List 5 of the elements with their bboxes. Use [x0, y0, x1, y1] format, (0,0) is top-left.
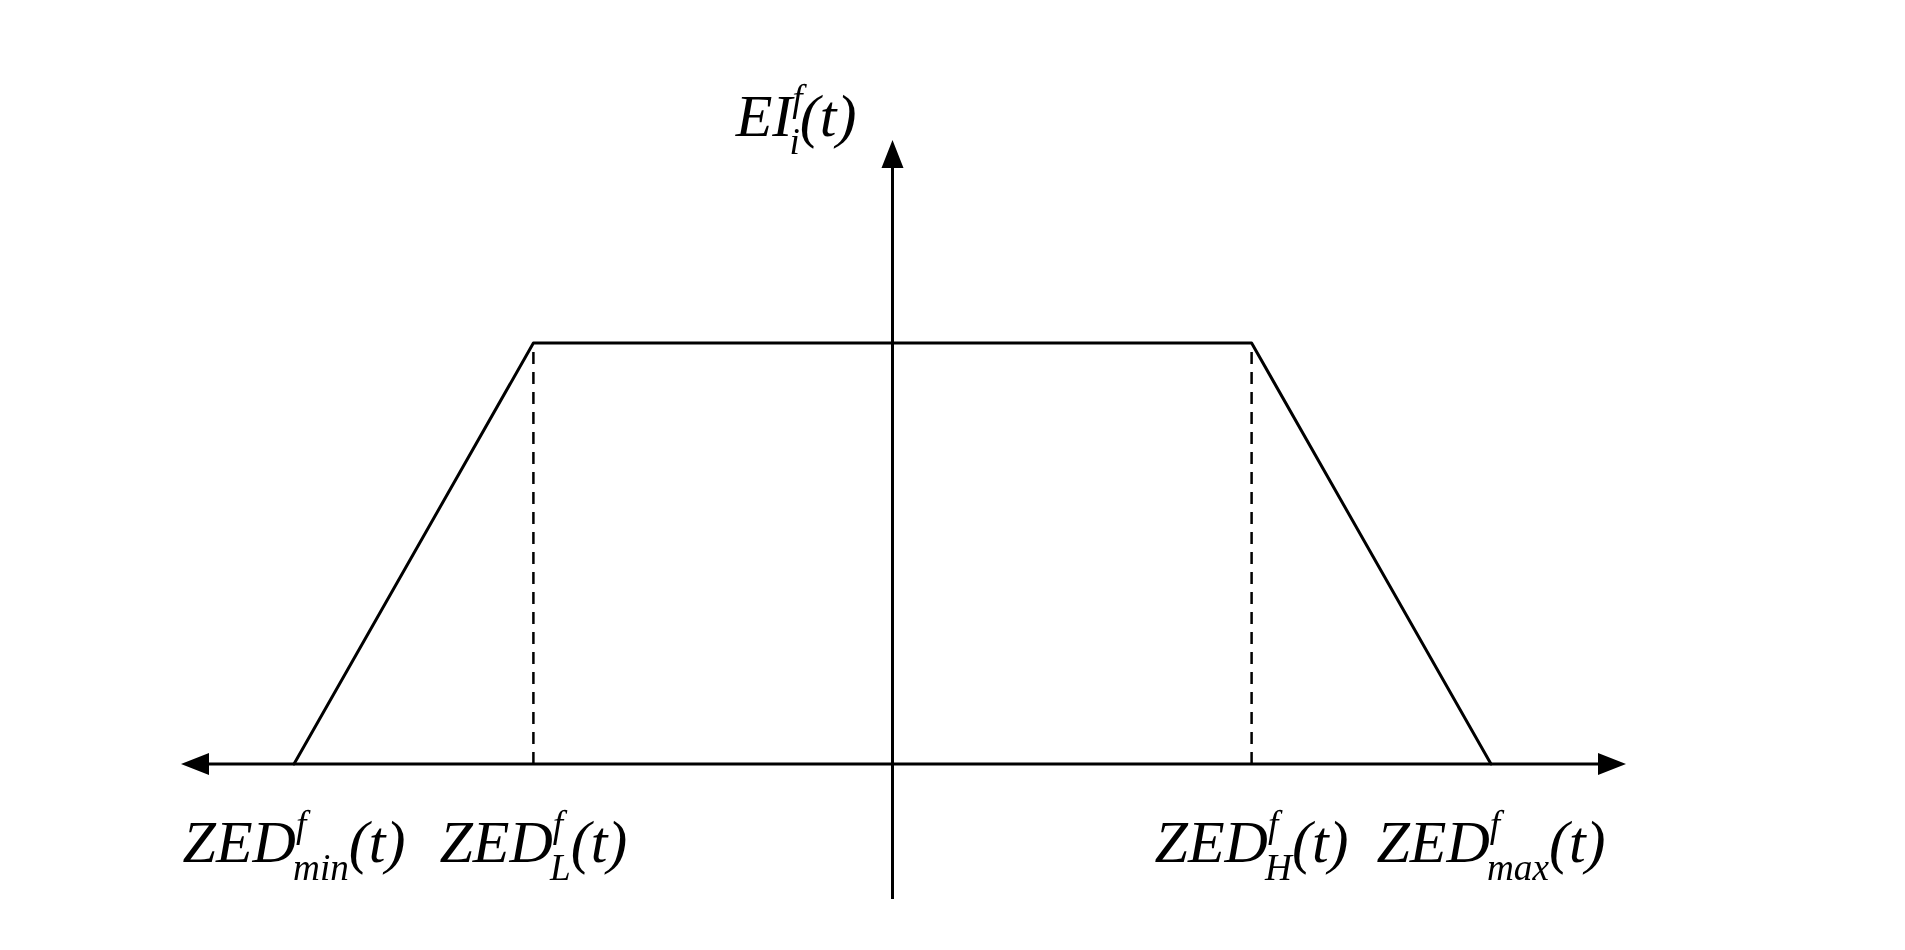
x-tick-label: ZED$^{f}$$_{L}$(t): [439, 803, 628, 888]
y-axis-title: EI$^{f}$$_{i}$(t): [734, 77, 857, 162]
x-tick-label: ZED$^{f}$$_{min}$(t): [182, 803, 406, 888]
x-tick-label: ZED$^{f}$$_{H}$(t): [1154, 803, 1349, 888]
x-tick-label: ZED$^{f}$$_{max}$(t): [1376, 803, 1606, 888]
